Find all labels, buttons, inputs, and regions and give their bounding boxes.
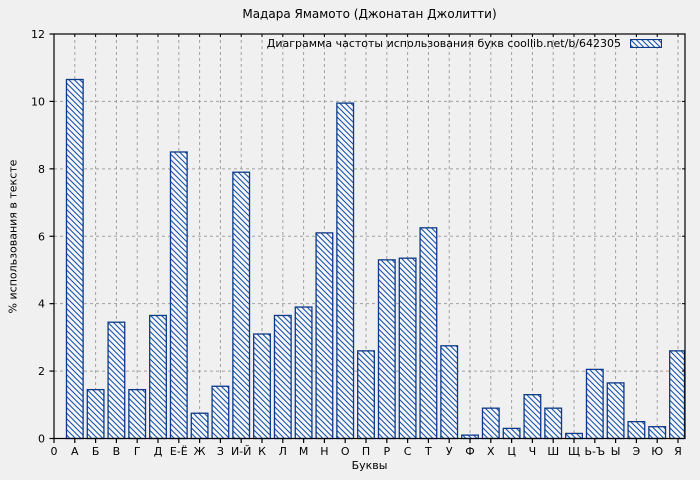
bar-outline — [669, 350, 686, 440]
x-tick-label: Б — [92, 445, 100, 458]
x-tick-label: Ш — [547, 445, 559, 458]
y-tick-label: 8 — [38, 163, 45, 176]
x-tick-label: Ц — [507, 445, 516, 458]
y-tick-label: 2 — [38, 365, 45, 378]
x-tick-label: В — [113, 445, 121, 458]
x-axis-title: Буквы — [351, 459, 388, 472]
x-tick-label: Д — [154, 445, 163, 458]
x-tick-label: Щ — [568, 445, 580, 458]
bar-outline — [169, 151, 188, 440]
x-tick-label: А — [71, 445, 79, 458]
x-tick-label: Ф — [465, 445, 474, 458]
y-tick-label: 12 — [31, 28, 45, 41]
x-tick-label: Я — [674, 445, 682, 458]
x-tick-label: Т — [424, 445, 432, 458]
bar-outline — [606, 382, 625, 440]
bar-outline — [294, 306, 313, 440]
x-tick-label: Н — [320, 445, 328, 458]
chart-title: Мадара Ямамото (Джонатан Джолитти) — [242, 7, 497, 21]
legend: Диаграмма частоты использования букв coo… — [267, 37, 662, 50]
x-tick-label: П — [362, 445, 370, 458]
bar-outline — [232, 171, 251, 440]
y-tick-label: 10 — [31, 95, 45, 108]
x-tick-label: О — [341, 445, 350, 458]
bar-outline — [336, 102, 355, 440]
x-tick-label: К — [258, 445, 266, 458]
bar-outline — [398, 257, 417, 440]
bar-outline — [523, 394, 542, 440]
legend-label: Диаграмма частоты использования букв coo… — [266, 37, 621, 50]
x-tick-label: Ю — [651, 445, 663, 458]
x-tick-label: Ж — [194, 445, 206, 458]
bar-outline — [190, 412, 209, 440]
bar-outline — [253, 333, 271, 440]
y-tick-label: 4 — [38, 298, 45, 311]
x-tick-label: Л — [279, 445, 287, 458]
bar-outline — [565, 432, 583, 440]
bar-outline — [648, 426, 667, 440]
axis-ticks — [49, 33, 685, 443]
bar-outline — [211, 385, 230, 440]
x-tick-label: У — [446, 445, 453, 458]
x-tick-label: Г — [134, 445, 141, 458]
x-tick-label: З — [217, 445, 224, 458]
x-tick-label: Ч — [529, 445, 537, 458]
x-tick-label: Ы — [611, 445, 621, 458]
x-tick-label: Э — [633, 445, 641, 458]
x-tick-label: С — [404, 445, 412, 458]
bar-outline — [128, 388, 147, 440]
bar-outline — [627, 420, 646, 440]
x-tick-label: Р — [383, 445, 390, 458]
legend-swatch — [630, 39, 662, 48]
x-tick-label: 0 — [51, 445, 58, 458]
bar-outline — [419, 227, 438, 440]
bar-outline — [65, 78, 84, 440]
x-tick-label: Ь-Ъ — [584, 445, 605, 458]
bar-outline — [585, 368, 604, 440]
bar-outline — [315, 232, 334, 440]
y-axis-title: % использования в тексте — [6, 159, 20, 314]
bar-outline — [86, 388, 105, 440]
x-tick-label: Х — [487, 445, 495, 458]
y-tick-label: 6 — [38, 230, 45, 243]
y-tick-labels: 0 2 4 6 8 10 12 — [31, 28, 45, 446]
x-tick-label: Е-Ё — [170, 445, 188, 458]
x-tick-labels: 0 А Б В Г Д Е-Ё Ж З И-Й К Л М Н О П Р С Т У Ф Х Ц Ч Ш Щ Ь-Ъ Ы Э Ю Я — [51, 445, 682, 458]
bar-outline — [440, 345, 459, 440]
bar-outline — [502, 427, 521, 440]
bar-outline — [149, 314, 167, 440]
bar-outline — [107, 321, 126, 440]
bar-outline — [544, 407, 563, 440]
bar-outline — [357, 350, 375, 440]
bars — [65, 78, 686, 440]
bar-outline — [273, 314, 292, 440]
bar-outline — [481, 407, 500, 440]
bar-outline — [377, 259, 396, 440]
x-tick-label: И-Й — [231, 445, 251, 458]
y-tick-label: 0 — [38, 433, 45, 446]
x-tick-label: М — [299, 445, 309, 458]
